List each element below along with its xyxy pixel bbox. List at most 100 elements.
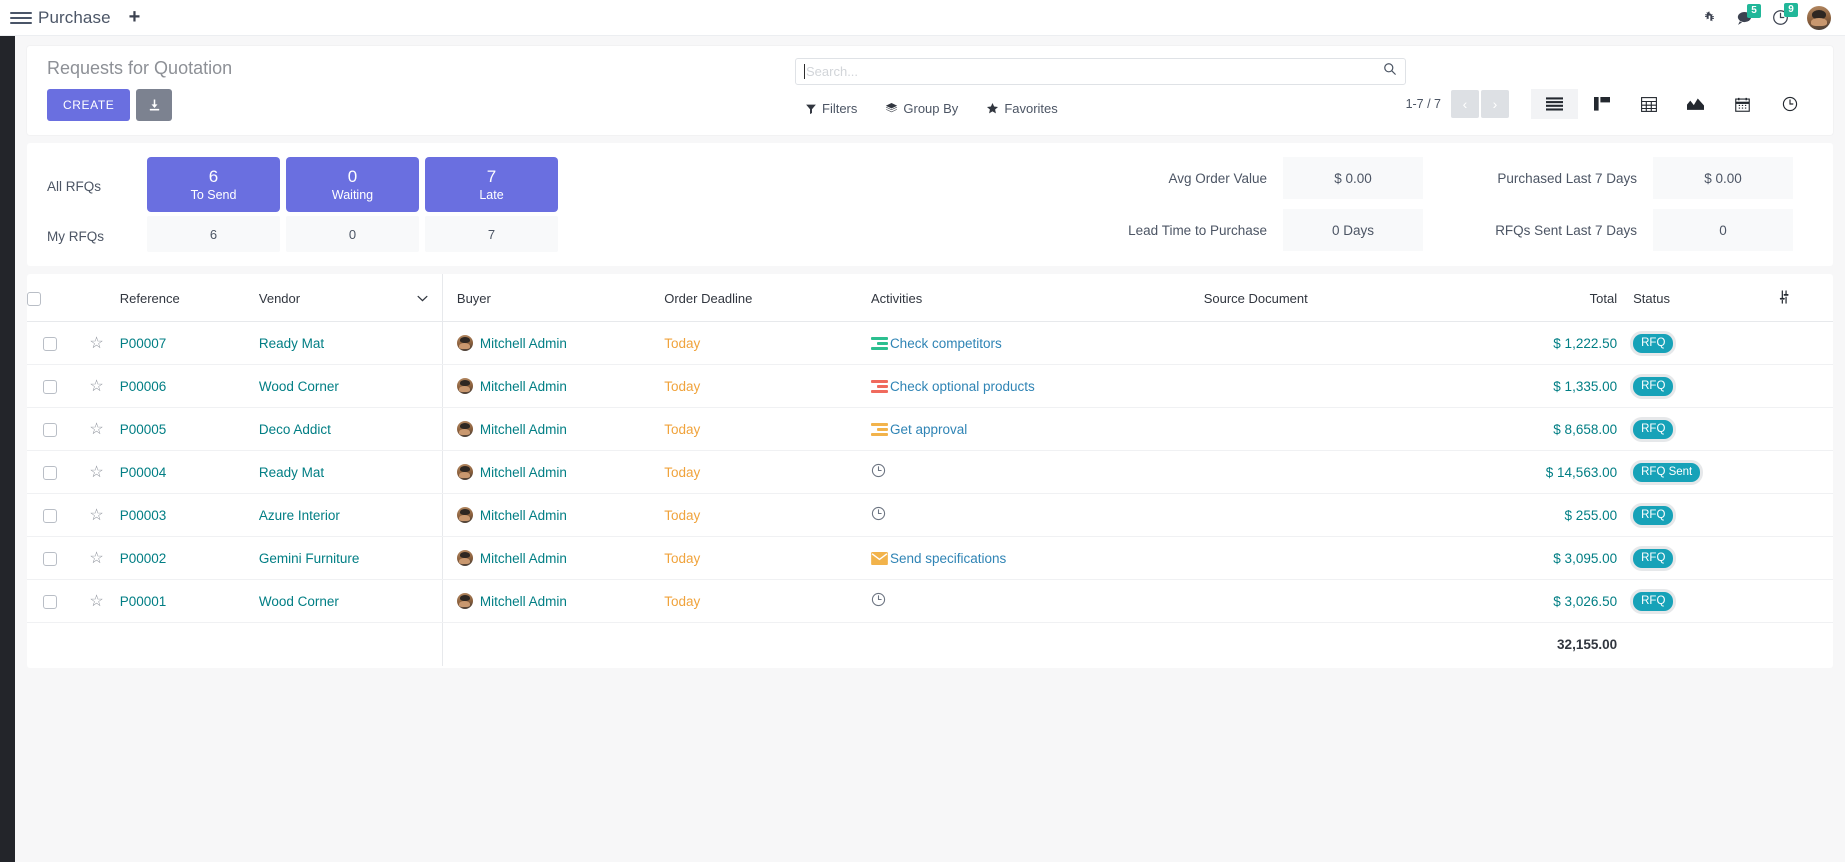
kpi-waiting-my[interactable]: 0 [286, 216, 419, 252]
graph-view-icon[interactable] [1672, 89, 1719, 119]
row-buyer[interactable]: Mitchell Admin [479, 335, 567, 351]
row-activity [871, 463, 1204, 482]
kpi-to-send-my[interactable]: 6 [147, 216, 280, 252]
favorite-star-icon[interactable]: ☆ [89, 421, 104, 438]
row-order-deadline: Today [664, 550, 701, 566]
row-vendor[interactable]: Deco Addict [258, 421, 331, 437]
favorite-star-icon[interactable]: ☆ [89, 550, 104, 567]
lead-time-to-purchase-value[interactable]: 0 Days [1283, 209, 1423, 251]
row-vendor[interactable]: Ready Mat [258, 464, 325, 480]
clock-icon[interactable] [871, 592, 886, 611]
favorite-star-icon[interactable]: ☆ [89, 593, 104, 610]
search-icon[interactable] [1383, 62, 1397, 81]
favorite-star-icon[interactable]: ☆ [89, 464, 104, 481]
row-vendor[interactable]: Wood Corner [258, 593, 339, 609]
create-button[interactable]: CREATE [47, 89, 131, 121]
favorite-star-icon[interactable]: ☆ [89, 378, 104, 395]
table-row[interactable]: ☆ P00005 Deco Addict Mitchell Admin Today Get… [27, 407, 1833, 451]
pivot-view-icon[interactable] [1625, 89, 1672, 119]
header-buyer[interactable]: Buyer [442, 274, 665, 322]
header-source-document[interactable]: Source Document [1203, 274, 1476, 322]
activities-clock-icon[interactable]: 9 [1772, 3, 1798, 26]
row-checkbox[interactable] [43, 508, 58, 523]
kpi-late-all[interactable]: 7 Late [425, 157, 558, 212]
rfqs-sent-last-7-days-value[interactable]: 0 [1653, 209, 1793, 251]
kpi-waiting-all[interactable]: 0 Waiting [286, 157, 419, 212]
purchased-last-7-days-value[interactable]: $ 0.00 [1653, 157, 1793, 199]
row-reference[interactable]: P00001 [119, 593, 167, 609]
bug-icon[interactable] [1702, 10, 1717, 25]
table-row[interactable]: ☆ P00001 Wood Corner Mitchell Admin Today $ 3… [27, 579, 1833, 623]
new-record-plus-icon[interactable]: + [128, 5, 141, 28]
table-row[interactable]: ☆ P00007 Ready Mat Mitchell Admin Today Check… [27, 321, 1833, 365]
app-title[interactable]: Purchase [38, 7, 111, 27]
pager-next-button[interactable]: › [1481, 90, 1509, 118]
header-total[interactable]: Total [1475, 274, 1618, 322]
header-status[interactable]: Status [1617, 274, 1779, 322]
header-vendor[interactable]: Vendor [258, 274, 443, 322]
row-checkbox[interactable] [43, 594, 58, 609]
hamburger-icon[interactable] [10, 7, 32, 29]
row-checkbox[interactable] [43, 551, 58, 566]
row-reference[interactable]: P00006 [119, 378, 167, 394]
table-row[interactable]: ☆ P00004 Ready Mat Mitchell Admin Today $ 14,… [27, 450, 1833, 494]
filters-dropdown[interactable]: Filters [805, 101, 857, 116]
row-reference[interactable]: P00004 [119, 464, 167, 480]
row-reference[interactable]: P00007 [119, 335, 167, 351]
kpi-to-send-all[interactable]: 6 To Send [147, 157, 280, 212]
header-activities[interactable]: Activities [870, 274, 1204, 322]
table-row[interactable]: ☆ P00006 Wood Corner Mitchell Admin Today Che… [27, 364, 1833, 408]
kanban-view-icon[interactable] [1578, 89, 1625, 119]
row-checkbox[interactable] [43, 336, 58, 351]
row-vendor[interactable]: Azure Interior [258, 507, 340, 523]
avg-order-value-value[interactable]: $ 0.00 [1283, 157, 1423, 199]
list-view-icon[interactable] [1531, 89, 1578, 119]
row-vendor[interactable]: Wood Corner [258, 378, 339, 394]
row-reference[interactable]: P00003 [119, 507, 167, 523]
activity-list-icon[interactable] [870, 422, 888, 436]
select-all-checkbox[interactable] [27, 292, 41, 307]
row-buyer[interactable]: Mitchell Admin [479, 507, 567, 523]
row-buyer[interactable]: Mitchell Admin [479, 378, 567, 394]
favorites-dropdown[interactable]: Favorites [986, 101, 1058, 116]
row-buyer[interactable]: Mitchell Admin [479, 593, 567, 609]
buyer-avatar [456, 507, 473, 523]
search-input[interactable]: Search... [795, 58, 1406, 85]
column-options-icon[interactable] [1778, 274, 1833, 322]
activity-label[interactable]: Get approval [889, 421, 968, 437]
calendar-view-icon[interactable] [1719, 89, 1766, 119]
purchased-last-7-days-label: Purchased Last 7 Days [1497, 170, 1637, 186]
favorites-label: Favorites [1004, 101, 1058, 116]
clock-icon[interactable] [871, 506, 886, 525]
activity-label[interactable]: Check optional products [889, 378, 1035, 394]
activity-label[interactable]: Check competitors [889, 335, 1002, 351]
table-row[interactable]: ☆ P00003 Azure Interior Mitchell Admin Today… [27, 493, 1833, 537]
user-avatar[interactable] [1807, 5, 1831, 30]
activity-list-icon[interactable] [870, 379, 888, 393]
clock-icon[interactable] [871, 463, 886, 482]
kpi-late-my[interactable]: 7 [425, 216, 558, 252]
table-row[interactable]: ☆ P00002 Gemini Furniture Mitchell Admin Tod… [27, 536, 1833, 580]
activity-view-icon[interactable] [1766, 89, 1813, 119]
header-order-deadline[interactable]: Order Deadline [664, 274, 871, 322]
row-checkbox[interactable] [43, 422, 58, 437]
row-buyer[interactable]: Mitchell Admin [479, 550, 567, 566]
envelope-icon[interactable] [871, 551, 888, 565]
activity-list-icon[interactable] [870, 336, 888, 350]
row-checkbox[interactable] [43, 465, 58, 480]
messages-icon[interactable]: 5 [1735, 3, 1761, 26]
favorite-star-icon[interactable]: ☆ [89, 335, 104, 352]
row-reference[interactable]: P00002 [119, 550, 167, 566]
activity-label[interactable]: Send specifications [889, 550, 1007, 566]
row-reference[interactable]: P00005 [119, 421, 167, 437]
row-vendor[interactable]: Ready Mat [258, 335, 325, 351]
header-reference[interactable]: Reference [119, 274, 259, 322]
row-buyer[interactable]: Mitchell Admin [479, 464, 567, 480]
favorite-star-icon[interactable]: ☆ [89, 507, 104, 524]
row-checkbox[interactable] [43, 379, 58, 394]
pager-previous-button[interactable]: ‹ [1451, 90, 1479, 118]
import-records-button[interactable] [136, 89, 173, 121]
row-buyer[interactable]: Mitchell Admin [479, 421, 567, 437]
groupby-dropdown[interactable]: Group By [885, 101, 958, 116]
row-vendor[interactable]: Gemini Furniture [258, 550, 360, 566]
